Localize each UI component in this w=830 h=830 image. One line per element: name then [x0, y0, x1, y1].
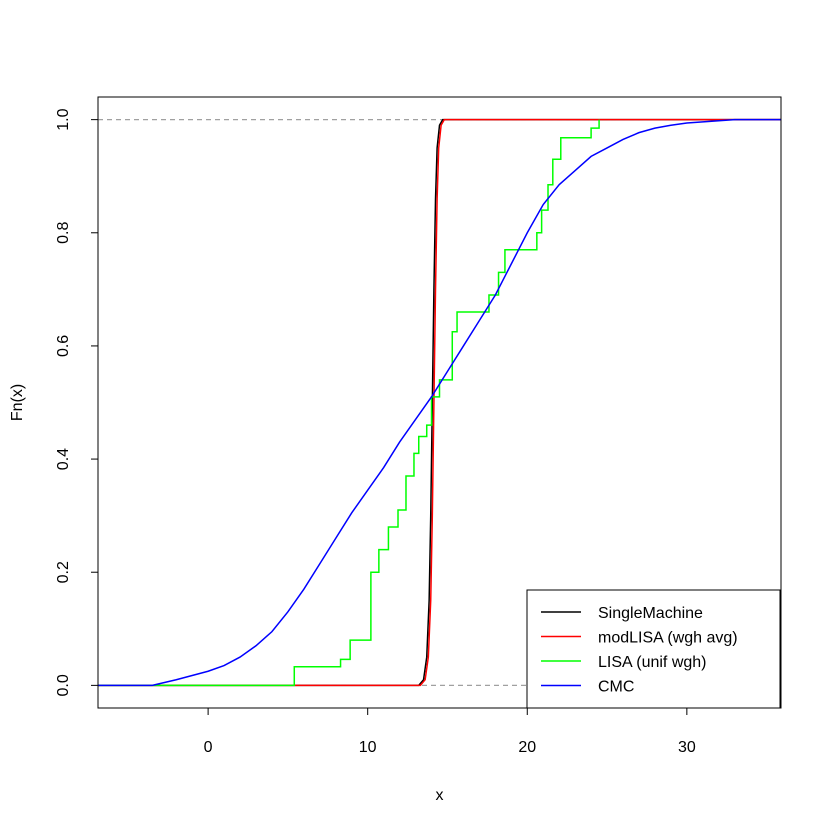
legend-box	[526, 589, 781, 709]
x-axis: 0 10 20 30	[204, 707, 696, 756]
x-tick-label: 0	[204, 739, 213, 756]
y-axis: 0.0 0.2 0.4 0.6 0.8 1.0	[55, 108, 99, 696]
y-tick-label: 1.0	[55, 108, 72, 130]
x-tick-label: 30	[678, 739, 696, 756]
y-axis-title: Fn(x)	[9, 384, 26, 421]
series-line-cmc	[98, 118, 781, 687]
y-tick-label: 0.6	[55, 335, 72, 357]
y-tick-label: 0.4	[55, 448, 72, 470]
x-tick-label: 20	[518, 739, 536, 756]
legend-label: SingleMachine	[598, 605, 703, 622]
legend-label: CMC	[598, 679, 634, 696]
legend: SingleMachine modLISA (wgh avg) LISA (unif…	[526, 589, 781, 709]
series-line-modlisa-wgh-avg	[98, 118, 781, 687]
x-axis-title: x	[436, 787, 444, 804]
x-tick-label: 10	[359, 739, 377, 756]
series-line-singlemachine	[98, 118, 781, 687]
legend-label: modLISA (wgh avg)	[598, 630, 738, 647]
legend-label: LISA (unif wgh)	[598, 654, 707, 671]
y-tick-label: 0.0	[55, 674, 72, 696]
y-tick-label: 0.8	[55, 222, 72, 244]
y-tick-label: 0.2	[55, 561, 72, 583]
series-lines	[98, 118, 781, 687]
series-line-lisa-unif-wgh	[98, 119, 600, 687]
